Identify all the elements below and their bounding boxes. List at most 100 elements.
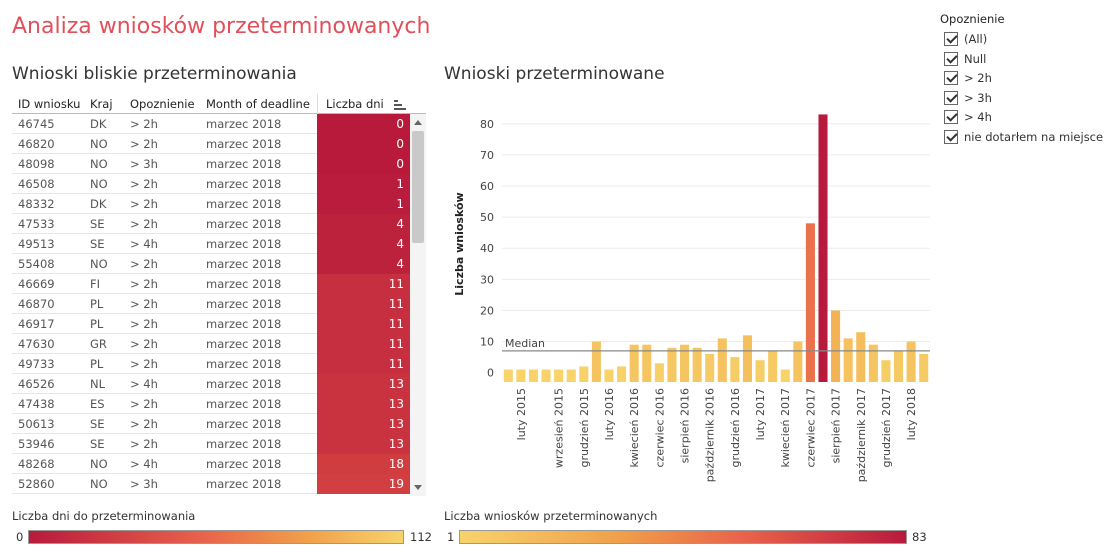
sort-icon[interactable]: [394, 100, 406, 110]
table-row[interactable]: 46508 NO > 2h marzec 2018 1: [12, 174, 410, 194]
table-row[interactable]: 55408 NO > 2h marzec 2018 4: [12, 254, 410, 274]
table-row[interactable]: 48268 NO > 4h marzec 2018 18: [12, 454, 410, 474]
scroll-up-icon[interactable]: [414, 120, 422, 125]
checkbox-checked-icon[interactable]: [944, 71, 958, 85]
cell-opoznienie: > 2h: [130, 197, 158, 211]
cell-month: marzec 2018: [206, 177, 282, 191]
cell-id: 52860: [18, 477, 55, 491]
page-title: Analiza wniosków przeterminowanych: [12, 14, 431, 39]
table-row[interactable]: 47533 SE > 2h marzec 2018 4: [12, 214, 410, 234]
bar: [579, 366, 589, 382]
col-header-kraj[interactable]: Kraj: [90, 97, 113, 111]
cell-liczba-dni: 11: [317, 334, 410, 354]
table-row[interactable]: 46820 NO > 2h marzec 2018 0: [12, 134, 410, 154]
col-header-liczba-dni-cell[interactable]: [317, 94, 410, 114]
cell-month: marzec 2018: [206, 437, 282, 451]
table-row[interactable]: 48098 NO > 3h marzec 2018 0: [12, 154, 410, 174]
filter-title: Opoznienie: [940, 12, 1005, 26]
cell-month: marzec 2018: [206, 477, 282, 491]
cell-opoznienie: > 2h: [130, 317, 158, 331]
cell-kraj: NO: [90, 157, 108, 171]
table-row[interactable]: 47630 GR > 2h marzec 2018 11: [12, 334, 410, 354]
scroll-thumb[interactable]: [412, 131, 424, 243]
days-legend-gradient: [28, 530, 404, 544]
cell-kraj: SE: [90, 237, 105, 251]
filter-option[interactable]: > 3h: [940, 90, 1110, 110]
table-row[interactable]: 52860 NO > 3h marzec 2018 19: [12, 474, 410, 494]
col-header-opoznienie[interactable]: Opoznienie: [130, 97, 195, 111]
cell-month: marzec 2018: [206, 257, 282, 271]
x-tick-label: sierpień 2017: [830, 388, 843, 463]
bar: [503, 369, 513, 382]
bar: [667, 347, 677, 382]
cell-month: marzec 2018: [206, 197, 282, 211]
filter-option[interactable]: Null: [940, 51, 1110, 71]
table-row[interactable]: 46870 PL > 2h marzec 2018 11: [12, 294, 410, 314]
table-row[interactable]: 49733 PL > 2h marzec 2018 11: [12, 354, 410, 374]
table-row[interactable]: 50613 SE > 2h marzec 2018 13: [12, 414, 410, 434]
bar: [856, 332, 866, 382]
table-row[interactable]: 48332 DK > 2h marzec 2018 1: [12, 194, 410, 214]
near-deadline-title: Wnioski bliskie przeterminowania: [12, 64, 297, 84]
cell-liczba-dni: 19: [317, 474, 410, 494]
count-legend-max: 83: [912, 530, 927, 544]
filter-option[interactable]: > 2h: [940, 70, 1110, 90]
filter-option-label: > 3h: [964, 90, 992, 105]
x-tick-label: luty 2018: [905, 388, 918, 440]
table-row[interactable]: 46526 NL > 4h marzec 2018 13: [12, 374, 410, 394]
cell-kraj: NL: [90, 377, 106, 391]
checkbox-checked-icon[interactable]: [944, 90, 958, 105]
cell-liczba-dni: 18: [317, 454, 410, 474]
table-row[interactable]: 49513 SE > 4h marzec 2018 4: [12, 234, 410, 254]
table-scrollbar[interactable]: [410, 114, 426, 496]
filter-option[interactable]: > 4h: [940, 109, 1110, 129]
overdue-title: Wnioski przeterminowane: [444, 64, 665, 84]
cell-kraj: PL: [90, 297, 104, 311]
bar: [881, 360, 891, 382]
x-tick-label: kwiecień 2017: [779, 388, 792, 468]
table-row[interactable]: 46745 DK > 2h marzec 2018 0: [12, 114, 410, 134]
checkbox-checked-icon[interactable]: [944, 32, 958, 46]
cell-opoznienie: > 2h: [130, 437, 158, 451]
cell-opoznienie: > 2h: [130, 297, 158, 311]
cell-id: 53946: [18, 437, 55, 451]
checkbox-checked-icon[interactable]: [944, 129, 958, 144]
checkbox-checked-icon[interactable]: [944, 51, 958, 66]
cell-liczba-dni: 4: [317, 254, 410, 274]
cell-id: 50613: [18, 417, 55, 431]
filter-option[interactable]: (All): [940, 31, 1110, 51]
table-row[interactable]: 47438 ES > 2h marzec 2018 13: [12, 394, 410, 414]
x-tick-label: czerwiec 2016: [653, 388, 666, 467]
y-tick-label: 70: [480, 149, 494, 162]
cell-liczba-dni: 11: [317, 294, 410, 314]
bar: [516, 369, 526, 382]
cell-opoznienie: > 2h: [130, 257, 158, 271]
cell-kraj: NO: [90, 257, 108, 271]
cell-opoznienie: > 4h: [130, 377, 158, 391]
x-tick-label: październik 2016: [704, 388, 717, 482]
bar: [654, 363, 664, 382]
col-header-liczba-dni[interactable]: Liczba dni: [326, 97, 384, 111]
checkbox-checked-icon[interactable]: [944, 110, 958, 124]
cell-opoznienie: > 2h: [130, 217, 158, 231]
table-row[interactable]: 46917 PL > 2h marzec 2018 11: [12, 314, 410, 334]
y-tick-label: 50: [480, 211, 494, 224]
cell-month: marzec 2018: [206, 277, 282, 291]
bar: [692, 347, 702, 382]
col-header-id[interactable]: ID wniosku: [18, 97, 81, 111]
filter-option-label: > 2h: [964, 71, 992, 85]
cell-liczba-dni: 11: [317, 314, 410, 334]
bar: [868, 344, 878, 382]
cell-id: 48098: [18, 157, 55, 171]
scroll-down-icon[interactable]: [414, 485, 422, 490]
col-header-month[interactable]: Month of deadline: [206, 97, 310, 111]
table-row[interactable]: 53946 SE > 2h marzec 2018 13: [12, 434, 410, 454]
table-row[interactable]: 46669 FI > 2h marzec 2018 11: [12, 274, 410, 294]
cell-month: marzec 2018: [206, 337, 282, 351]
bar: [742, 335, 753, 382]
count-legend-gradient: [459, 530, 907, 544]
cell-id: 46526: [18, 377, 55, 391]
filter-option[interactable]: nie dotarłem na miejsce: [940, 129, 1110, 149]
table-header: ID wniosku Kraj Opoznienie Month of dead…: [12, 94, 426, 114]
cell-kraj: DK: [90, 117, 107, 131]
